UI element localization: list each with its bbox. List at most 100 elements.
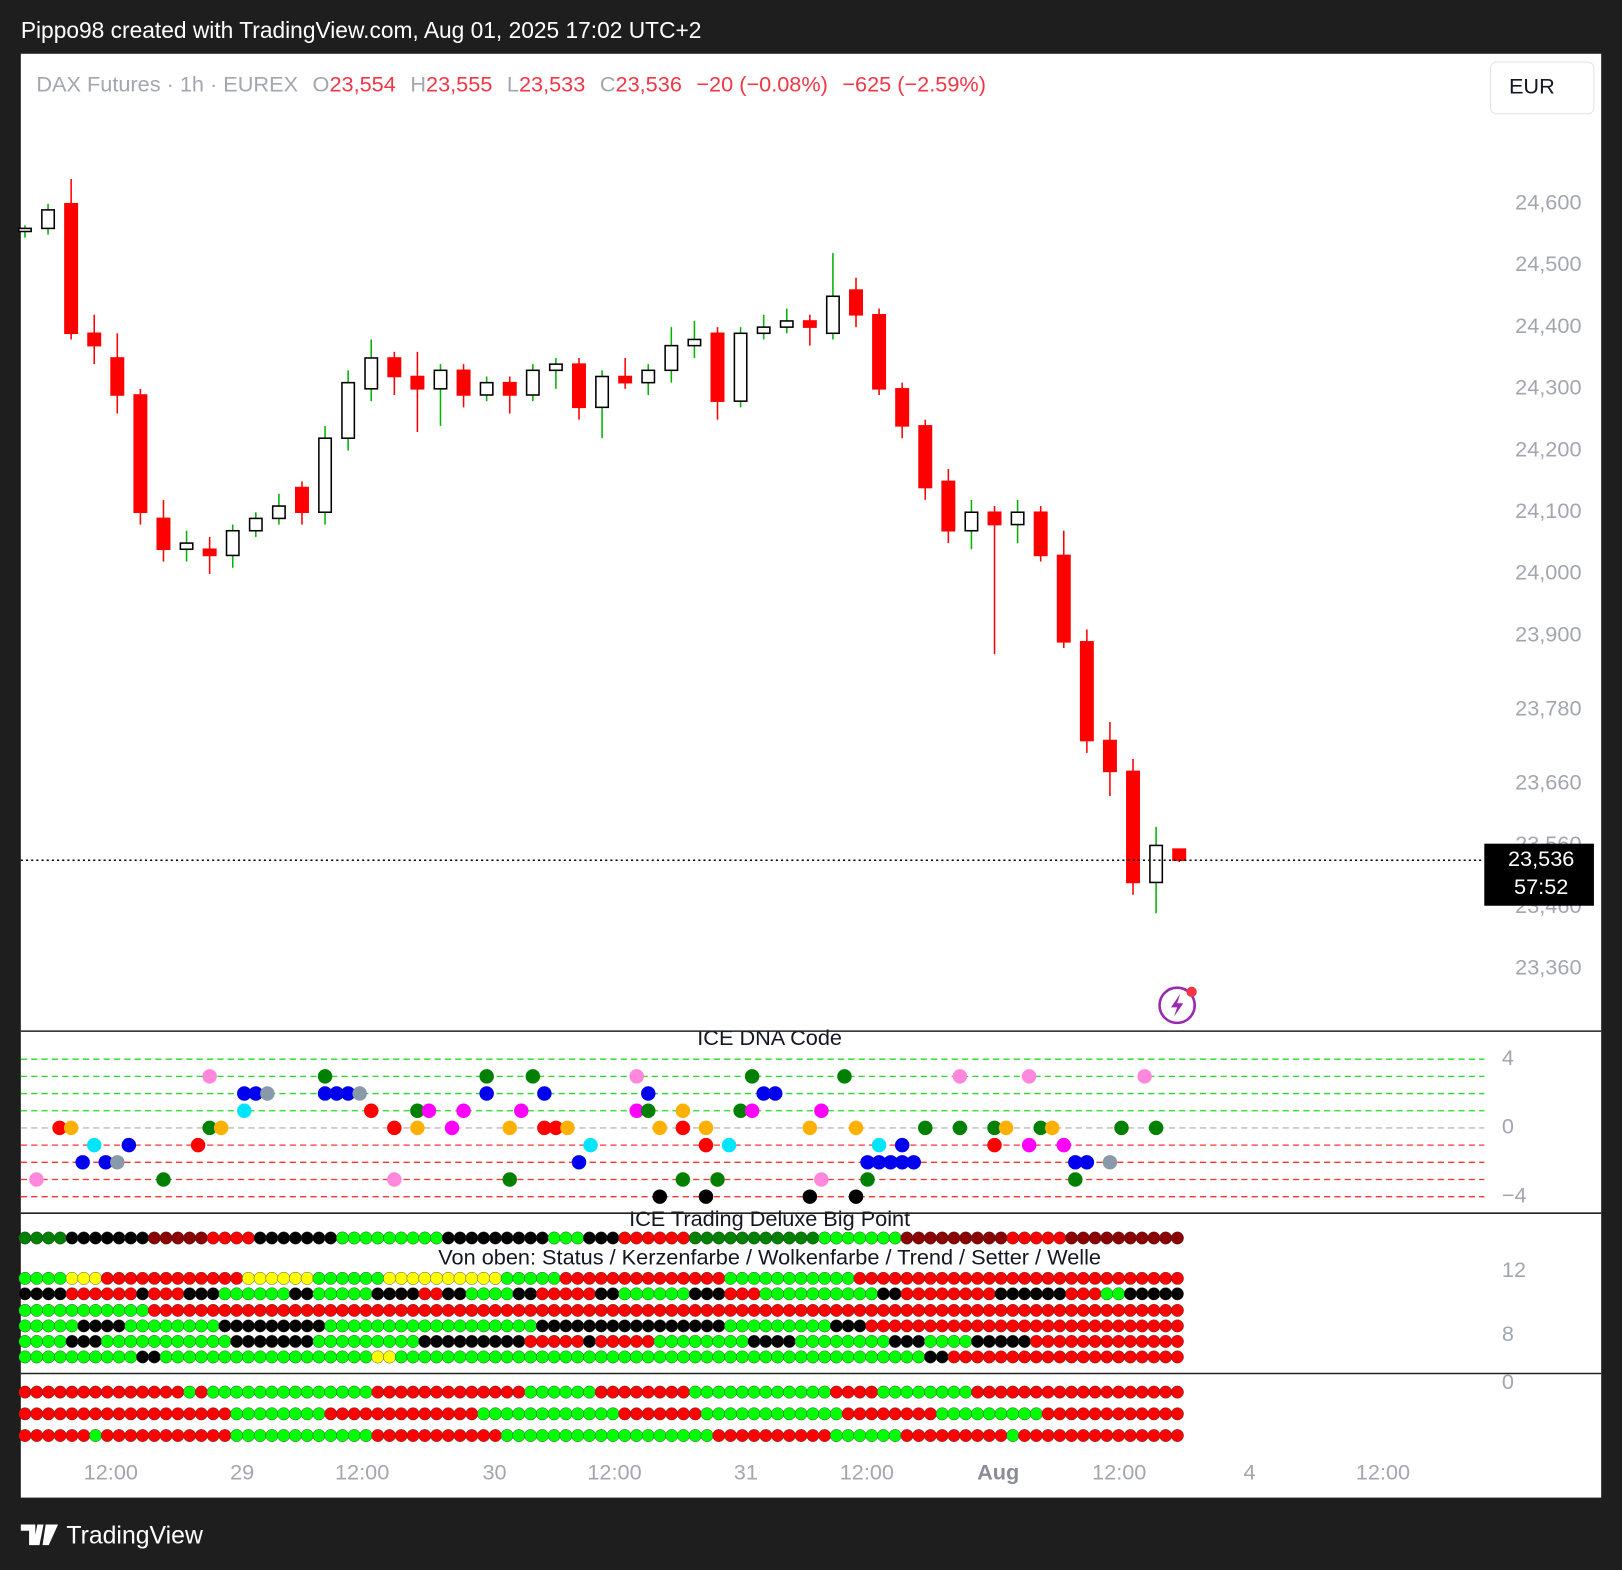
status-dot: [865, 1271, 879, 1285]
status-dot: [359, 1335, 373, 1348]
status-dot: [336, 1271, 349, 1285]
status-dot: [289, 1429, 302, 1442]
status-dot: [430, 1350, 443, 1364]
status-dot: [418, 1231, 432, 1245]
status-dot: [300, 1287, 314, 1301]
status-dot: [171, 1429, 185, 1442]
status-dot: [782, 1231, 796, 1245]
status-dot: [359, 1350, 373, 1364]
status-dot: [606, 1303, 620, 1317]
candle-body: [294, 486, 309, 514]
status-dot: [300, 1319, 314, 1333]
status-dot: [829, 1231, 843, 1245]
status-dot: [994, 1407, 1008, 1421]
dna-dot: [479, 1086, 494, 1101]
status-dot: [641, 1335, 655, 1348]
status-dot: [1076, 1303, 1090, 1317]
status-dot: [289, 1303, 302, 1317]
status-dot: [430, 1231, 443, 1245]
status-dot: [841, 1385, 855, 1399]
status-dot: [594, 1429, 608, 1442]
status-dot: [665, 1385, 679, 1399]
candle-body: [1126, 770, 1141, 884]
status-dot: [1088, 1231, 1102, 1245]
status-dot: [771, 1429, 784, 1442]
status-dot: [230, 1271, 244, 1285]
status-dot: [383, 1335, 396, 1348]
status-dot: [571, 1429, 585, 1442]
status-dot: [1159, 1231, 1173, 1245]
status-dot: [500, 1231, 514, 1245]
status-dot: [606, 1335, 620, 1348]
dna-dot: [502, 1120, 517, 1136]
status-dot: [971, 1335, 984, 1348]
dna-dot: [1114, 1120, 1129, 1136]
candle-body: [802, 320, 817, 328]
status-dot: [406, 1271, 420, 1285]
status-dot: [1029, 1385, 1043, 1399]
status-dot: [406, 1385, 420, 1399]
y-tick-label: 23,780: [1515, 695, 1581, 720]
status-dot: [159, 1385, 173, 1399]
status-dot: [218, 1335, 232, 1348]
status-dot: [688, 1407, 702, 1421]
status-dot: [700, 1231, 714, 1245]
currency-button[interactable]: [1489, 61, 1595, 115]
status-dot: [324, 1429, 338, 1442]
status-dot: [888, 1407, 902, 1421]
status-dot: [488, 1407, 502, 1421]
status-dot: [818, 1350, 832, 1364]
dna-dot: [652, 1189, 668, 1204]
status-dot: [876, 1385, 890, 1399]
status-dot: [829, 1271, 843, 1285]
status-dot: [218, 1385, 232, 1399]
status-dot: [547, 1231, 561, 1245]
status-dot: [1159, 1407, 1173, 1421]
y-tick-label: −4: [1502, 1182, 1527, 1207]
status-dot: [712, 1385, 726, 1399]
status-dot: [477, 1335, 490, 1348]
status-dot: [982, 1231, 996, 1245]
candle-body: [433, 369, 448, 390]
status-dot: [512, 1319, 526, 1333]
status-dot: [194, 1319, 208, 1333]
status-dot: [712, 1303, 726, 1317]
candle-body: [202, 548, 217, 557]
currency[interactable]: EUR: [1509, 74, 1555, 99]
dna-dot: [248, 1086, 264, 1101]
status-dot: [829, 1303, 843, 1317]
dna-dot: [802, 1189, 818, 1204]
status-dot: [747, 1303, 761, 1317]
status-dot: [147, 1271, 161, 1285]
status-dot: [547, 1303, 561, 1317]
status-dot: [665, 1335, 679, 1348]
status-dot: [453, 1335, 467, 1348]
dna-dot: [871, 1137, 887, 1153]
dna-dot: [641, 1086, 656, 1101]
status-dot: [888, 1271, 902, 1285]
status-dot: [1065, 1407, 1078, 1421]
status-dot: [735, 1385, 749, 1399]
status-dot: [383, 1271, 396, 1285]
status-dot: [359, 1287, 373, 1301]
status-dot: [759, 1231, 773, 1245]
status-dot: [441, 1407, 455, 1421]
status-dot: [1088, 1385, 1102, 1399]
status-dot: [782, 1350, 796, 1364]
status-dot: [618, 1385, 632, 1399]
status-dot: [465, 1319, 479, 1333]
status-dot: [1065, 1231, 1078, 1245]
status-dot: [759, 1429, 773, 1442]
dna-dot: [63, 1120, 79, 1136]
status-dot: [782, 1335, 796, 1348]
legend-item: −625 (−2.59%): [842, 72, 986, 97]
status-dot: [89, 1271, 102, 1285]
status-dot: [289, 1335, 302, 1348]
legend-item: 23,533: [519, 72, 585, 97]
status-dot: [806, 1385, 820, 1399]
status-dot: [465, 1429, 479, 1442]
status-dot: [77, 1335, 91, 1348]
dna-dot: [352, 1086, 367, 1101]
status-dot: [206, 1319, 220, 1333]
status-dot: [794, 1303, 808, 1317]
